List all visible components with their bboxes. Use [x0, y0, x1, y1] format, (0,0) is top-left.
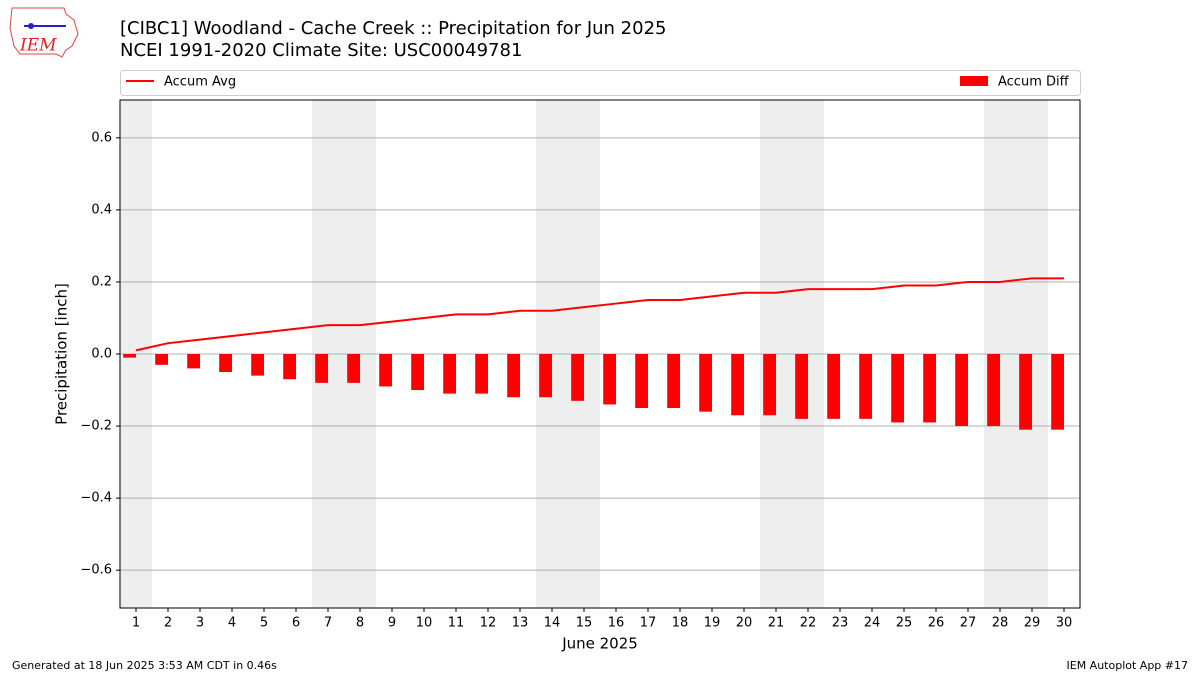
footer-left: Generated at 18 Jun 2025 3:53 AM CDT in … [12, 659, 277, 672]
logo: IEM [9, 7, 79, 58]
bar [379, 354, 392, 387]
x-tick-label: 19 [704, 616, 721, 631]
x-tick-label: 15 [576, 616, 593, 631]
logo-text: IEM [19, 36, 57, 56]
logo-dot [28, 23, 34, 29]
chart-subtitle: NCEI 1991-2020 Climate Site: USC00049781 [120, 40, 522, 61]
bar [859, 354, 872, 419]
x-tick-label: 28 [992, 616, 1009, 631]
bar [1051, 354, 1064, 430]
line [135, 277, 1064, 352]
legend-label: Accum Avg [164, 75, 236, 90]
x-tick-label: 5 [260, 616, 268, 631]
x-tick-label: 3 [196, 616, 204, 631]
y-tick-label: 0.4 [91, 202, 112, 217]
bar [827, 354, 840, 419]
bar [635, 354, 648, 409]
bar [507, 354, 520, 398]
x-tick-label: 22 [800, 616, 817, 631]
bar [539, 354, 552, 398]
bar [763, 354, 776, 416]
x-tick-label: 26 [928, 616, 945, 631]
bar [667, 354, 680, 409]
bar [731, 354, 744, 416]
x-tick-label: 13 [512, 616, 529, 631]
bar [283, 354, 296, 380]
bar [1019, 354, 1032, 430]
x-tick-label: 24 [864, 616, 881, 631]
bar [571, 354, 584, 401]
x-tick-label: 14 [544, 616, 561, 631]
y-tick-label: −0.4 [80, 491, 112, 506]
legend-label: Accum Diff [998, 75, 1070, 90]
x-tick-label: 4 [228, 616, 236, 631]
plot-frame [119, 99, 1081, 609]
bar [155, 354, 168, 365]
bar [475, 354, 488, 394]
x-tick-label: 9 [388, 616, 396, 631]
bar [795, 354, 808, 419]
x-tick-label: 18 [672, 616, 689, 631]
x-tick-label: 6 [292, 616, 300, 631]
bar [987, 354, 1000, 427]
x-tick-label: 2 [164, 616, 172, 631]
bar [347, 354, 360, 383]
bar [251, 354, 264, 376]
y-tick-label: 0.2 [91, 274, 112, 289]
bar [411, 354, 424, 391]
bar [891, 354, 904, 423]
x-tick-label: 11 [448, 616, 465, 631]
bar [443, 354, 456, 394]
x-tick-label: 25 [896, 616, 913, 631]
bar [219, 354, 232, 373]
bar [923, 354, 936, 423]
bar [955, 354, 968, 427]
y-tick-label: 0.0 [91, 347, 112, 362]
x-tick-label: 12 [480, 616, 497, 631]
logo-outline [9, 7, 79, 58]
chart-title: [CIBC1] Woodland - Cache Creek :: Precip… [120, 18, 666, 39]
legend-box [120, 70, 1081, 96]
y-tick-label: 0.6 [91, 130, 112, 145]
x-tick-label: 1 [132, 616, 140, 631]
x-tick-label: 30 [1056, 616, 1073, 631]
x-tick-label: 10 [416, 616, 433, 631]
x-tick-label: 29 [1024, 616, 1041, 631]
x-tick-label: 8 [356, 616, 364, 631]
footer-right: IEM Autoplot App #17 [1067, 659, 1189, 672]
y-tick-label: −0.6 [80, 563, 112, 578]
legend-swatch [960, 76, 988, 86]
y-axis-label: Precipitation [inch] [53, 283, 71, 425]
x-tick-label: 7 [324, 616, 332, 631]
x-tick-label: 27 [960, 616, 977, 631]
x-axis-label: June 2025 [561, 635, 638, 653]
x-tick-label: 21 [768, 616, 785, 631]
bar [603, 354, 616, 405]
bar [315, 354, 328, 383]
x-tick-label: 23 [832, 616, 849, 631]
bar [187, 354, 200, 369]
x-tick-label: 20 [736, 616, 753, 631]
y-tick-label: −0.2 [80, 419, 112, 434]
x-tick-label: 17 [640, 616, 657, 631]
x-tick-label: 16 [608, 616, 625, 631]
bar [123, 354, 136, 358]
bar [699, 354, 712, 412]
